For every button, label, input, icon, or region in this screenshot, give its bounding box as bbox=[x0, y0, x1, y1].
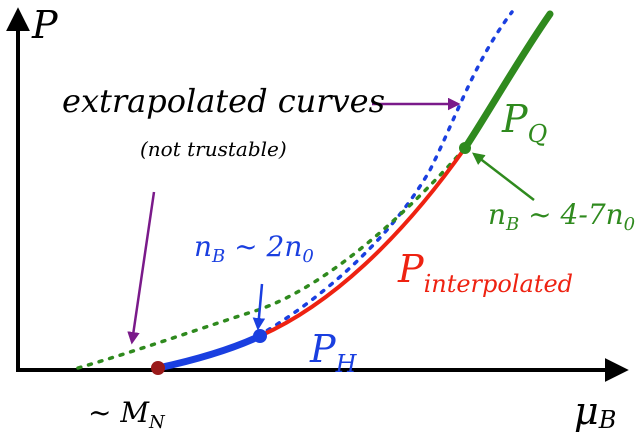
nuclear-mass-point bbox=[151, 361, 165, 375]
quark-curve bbox=[461, 10, 554, 152]
hadronic-endpoint bbox=[253, 329, 267, 343]
hadronic-curve bbox=[154, 332, 264, 372]
nb-high-label: nB ~ 4-7n0 bbox=[488, 198, 635, 235]
pinterp-label: Pinterpolated bbox=[397, 247, 573, 298]
extrapolated-arrow-down bbox=[127, 191, 156, 345]
y-axis-label: P bbox=[31, 3, 59, 47]
extrapolated-note: (not trustable) bbox=[140, 137, 287, 161]
quark-endpoint bbox=[459, 142, 471, 154]
extrapolated-title: extrapolated curves bbox=[62, 82, 385, 120]
x-axis-label: μB bbox=[574, 389, 616, 432]
nb-low-arrow bbox=[252, 283, 266, 331]
interpolated-curve bbox=[258, 146, 467, 338]
nb-high-arrow bbox=[472, 152, 535, 201]
extrapolated-curve-green bbox=[76, 146, 467, 370]
mn-label: ~ MN bbox=[88, 396, 166, 432]
nb-low-label: nB ~ 2n0 bbox=[194, 230, 314, 267]
pq-label: PQ bbox=[501, 97, 547, 148]
extrapolated-curve-blue bbox=[256, 10, 514, 338]
ph-label: PH bbox=[309, 327, 358, 378]
